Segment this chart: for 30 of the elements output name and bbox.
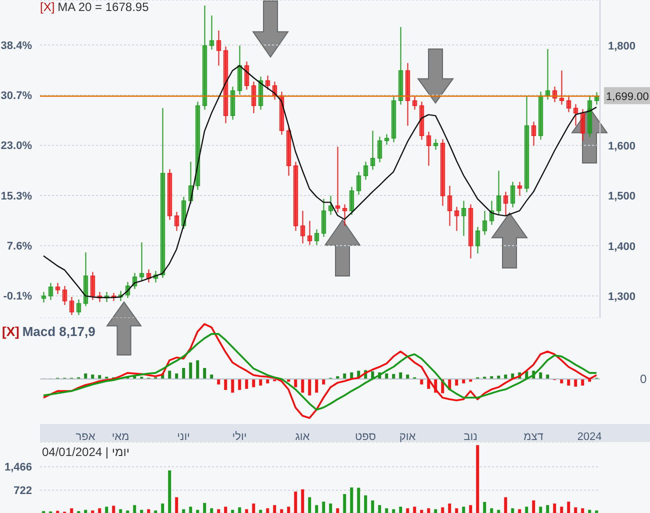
x-tick-label: נוב (464, 430, 478, 443)
x-tick-label: אוק (399, 430, 416, 443)
x-tick-label: אוג (295, 430, 310, 443)
y-tick-label: 722 (14, 485, 32, 498)
text: [X] (2, 324, 20, 339)
chart-title: MA 20 = 1678.95 (58, 0, 149, 14)
y-tick-label: 7.6% (6, 240, 32, 253)
y2-tick-label: 1,500 (608, 190, 636, 203)
y2-tick-label: 1,300 (608, 290, 636, 303)
x-tick-label: אפר (76, 430, 96, 443)
x-tick-label: מאי (112, 430, 130, 443)
text: 0 (640, 372, 647, 386)
y2-tick-label: 1,800 (608, 40, 636, 52)
x-tick-label: יולי (232, 430, 247, 443)
y-tick-label: 30.7% (0, 90, 32, 102)
annotation: [X] (40, 0, 55, 14)
x-tick-label: ספט (355, 430, 376, 443)
x-tick-label: 2024 (577, 430, 602, 443)
chart-title: Macd 8,17,9 (22, 324, 96, 339)
annotation: יומי | 04/01/2024 (42, 445, 130, 459)
y-tick-label: -0.1% (3, 290, 32, 303)
ref-line-label: 1,699.00 (606, 91, 649, 104)
x-tick-label: דצמ (524, 430, 544, 443)
y2-tick-label: 1,600 (608, 140, 636, 153)
y2-tick-label: 1,400 (608, 240, 636, 253)
y-tick-label: 15.3% (0, 190, 32, 202)
y-tick-label: 23.0% (0, 140, 32, 152)
x-tick-label: יוני (177, 430, 190, 443)
y-tick-label: 38.4% (0, 40, 32, 52)
y-tick-label: 1,466 (4, 462, 32, 474)
